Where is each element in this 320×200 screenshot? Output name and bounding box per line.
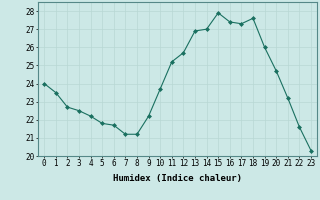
X-axis label: Humidex (Indice chaleur): Humidex (Indice chaleur) xyxy=(113,174,242,183)
